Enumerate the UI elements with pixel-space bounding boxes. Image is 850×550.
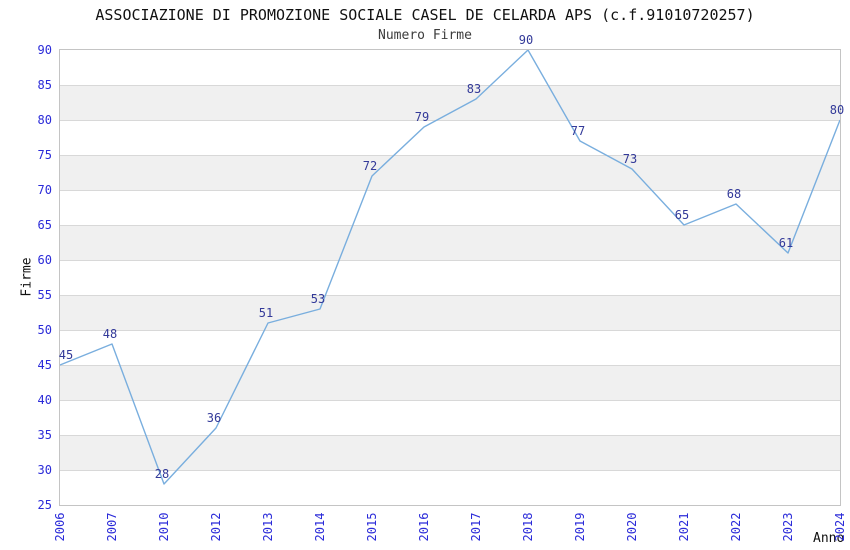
- data-point-label: 90: [518, 33, 534, 47]
- plot-band: [60, 260, 840, 295]
- y-tick-label: 35: [37, 428, 52, 442]
- x-tick-label: 2020: [625, 512, 639, 542]
- plot-band: [60, 400, 840, 435]
- y-tick-label: 40: [37, 393, 52, 407]
- x-tick-label: 2021: [677, 512, 691, 542]
- series-line: [60, 50, 840, 485]
- data-point-label: 80: [829, 103, 845, 117]
- y-tick-label: 45: [37, 358, 52, 372]
- y-tick-label: 75: [37, 148, 52, 162]
- data-point-label: 45: [58, 348, 74, 362]
- data-point-label: 83: [466, 82, 482, 96]
- x-tick-label: 2016: [417, 512, 431, 542]
- x-tick-label: 2017: [469, 512, 483, 542]
- plot-band: [60, 155, 840, 190]
- plot-band: [60, 225, 840, 260]
- plot-band: [60, 120, 840, 155]
- plot-band: [60, 190, 840, 225]
- y-tick-label: 70: [37, 183, 52, 197]
- x-tick-label: 2018: [521, 512, 535, 542]
- plot-band: [60, 470, 840, 505]
- x-tick-label: 2019: [573, 512, 587, 542]
- data-point-label: 51: [258, 306, 274, 320]
- x-tick-label: 2007: [105, 512, 119, 542]
- x-tick-label: 2014: [313, 512, 327, 542]
- plot-band: [60, 295, 840, 330]
- data-point-label: 36: [206, 411, 222, 425]
- y-tick-label: 85: [37, 78, 52, 92]
- y-tick-label: 60: [37, 253, 52, 267]
- x-tick-label: 2006: [53, 512, 67, 542]
- data-point-label: 73: [622, 152, 638, 166]
- y-tick-label: 30: [37, 463, 52, 477]
- x-tick-label: 2010: [157, 512, 171, 542]
- data-point-label: 77: [570, 124, 586, 138]
- plot-band: [60, 435, 840, 470]
- y-tick-label: 55: [37, 288, 52, 302]
- plot-band: [60, 85, 840, 120]
- x-tick-label: 2013: [261, 512, 275, 542]
- data-point-label: 28: [154, 467, 170, 481]
- x-tick-label: 2022: [729, 512, 743, 542]
- y-tick-label: 80: [37, 113, 52, 127]
- data-point-label: 48: [102, 327, 118, 341]
- plot-area: [59, 49, 841, 506]
- data-point-label: 53: [310, 292, 326, 306]
- chart-subtitle: Numero Firme: [378, 28, 472, 43]
- x-tick-label: 2023: [781, 512, 795, 542]
- data-point-label: 61: [778, 236, 794, 250]
- series-line-svg: [60, 50, 840, 485]
- data-point-label: 79: [414, 110, 430, 124]
- x-tick-label: 2015: [365, 512, 379, 542]
- x-tick-label: 2012: [209, 512, 223, 542]
- y-tick-label: 65: [37, 218, 52, 232]
- chart-title: ASSOCIAZIONE DI PROMOZIONE SOCIALE CASEL…: [95, 6, 755, 24]
- plot-band: [60, 330, 840, 365]
- x-axis-title: Anno: [813, 531, 845, 546]
- data-point-label: 65: [674, 208, 690, 222]
- data-point-label: 68: [726, 187, 742, 201]
- plot-band: [60, 365, 840, 400]
- y-tick-label: 90: [37, 43, 52, 57]
- data-point-label: 72: [362, 159, 378, 173]
- x-tick-label: 2024: [833, 512, 847, 542]
- y-tick-label: 25: [37, 498, 52, 512]
- y-tick-label: 50: [37, 323, 52, 337]
